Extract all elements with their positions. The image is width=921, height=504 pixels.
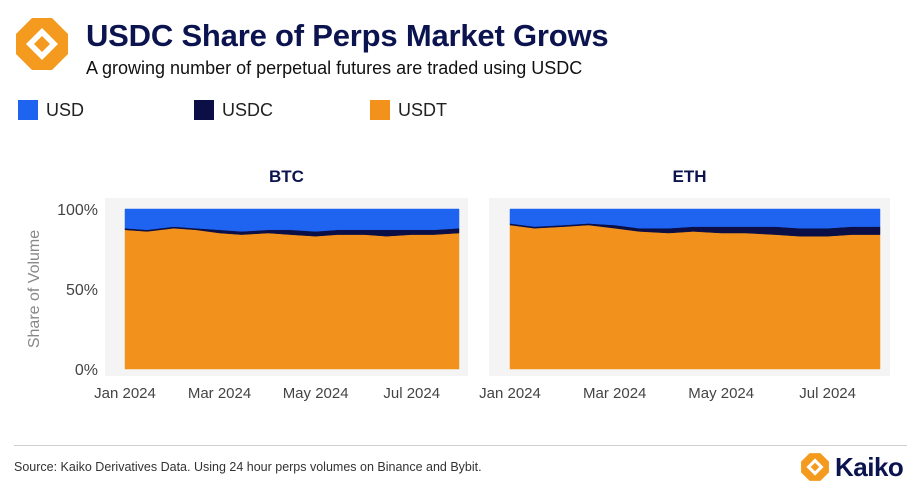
x-tick-label: Jan 2024 (479, 385, 541, 402)
page-subtitle: A growing number of perpetual futures ar… (86, 58, 583, 78)
footer-divider (14, 445, 907, 446)
y-axis-label: Share of Volume (26, 230, 43, 348)
legend-swatch-usdc (194, 100, 214, 120)
area-eth-usd (509, 208, 881, 229)
x-tick-label: Jul 2024 (799, 385, 856, 402)
x-tick-label: Mar 2024 (583, 385, 646, 402)
charts-area: BTC Jan 2024 Mar 2024 May 2024 Jul 2024 ETH Ja… (26, 167, 890, 402)
brand-name: Kaiko (835, 451, 904, 482)
y-tick-label: 0% (75, 362, 98, 379)
legend-label: USD (46, 99, 85, 120)
panel-title-btc: BTC (269, 167, 304, 186)
area-btc-usdt (124, 227, 460, 370)
legend-item-usdc: USDC (194, 98, 273, 122)
kaiko-hexagon-logo-icon (801, 453, 829, 481)
y-tick-label: 100% (57, 202, 98, 219)
legend-item-usdt: USDT (370, 98, 447, 122)
area-btc-usd (124, 208, 460, 232)
x-tick-label: Jan 2024 (94, 385, 156, 402)
brand-logo: Kaiko (800, 451, 904, 482)
legend-swatch-usd (18, 100, 38, 120)
legend-label: USDT (398, 99, 447, 120)
page-title: USDC Share of Perps Market Grows (86, 18, 609, 53)
kaiko-logo-icon (16, 18, 68, 70)
legend-label: USDC (222, 99, 274, 120)
legend-item-usd: USD (18, 98, 84, 122)
y-tick-label: 50% (66, 282, 98, 299)
source-note: Source: Kaiko Derivatives Data. Using 24… (14, 460, 482, 474)
panel-title-eth: ETH (673, 167, 707, 186)
x-tick-label: Jul 2024 (383, 385, 440, 402)
legend-swatch-usdt (370, 100, 390, 120)
x-tick-label: May 2024 (688, 385, 754, 402)
x-tick-label: Mar 2024 (188, 385, 251, 402)
x-tick-label: May 2024 (283, 385, 349, 402)
area-eth-usdt (509, 224, 881, 370)
